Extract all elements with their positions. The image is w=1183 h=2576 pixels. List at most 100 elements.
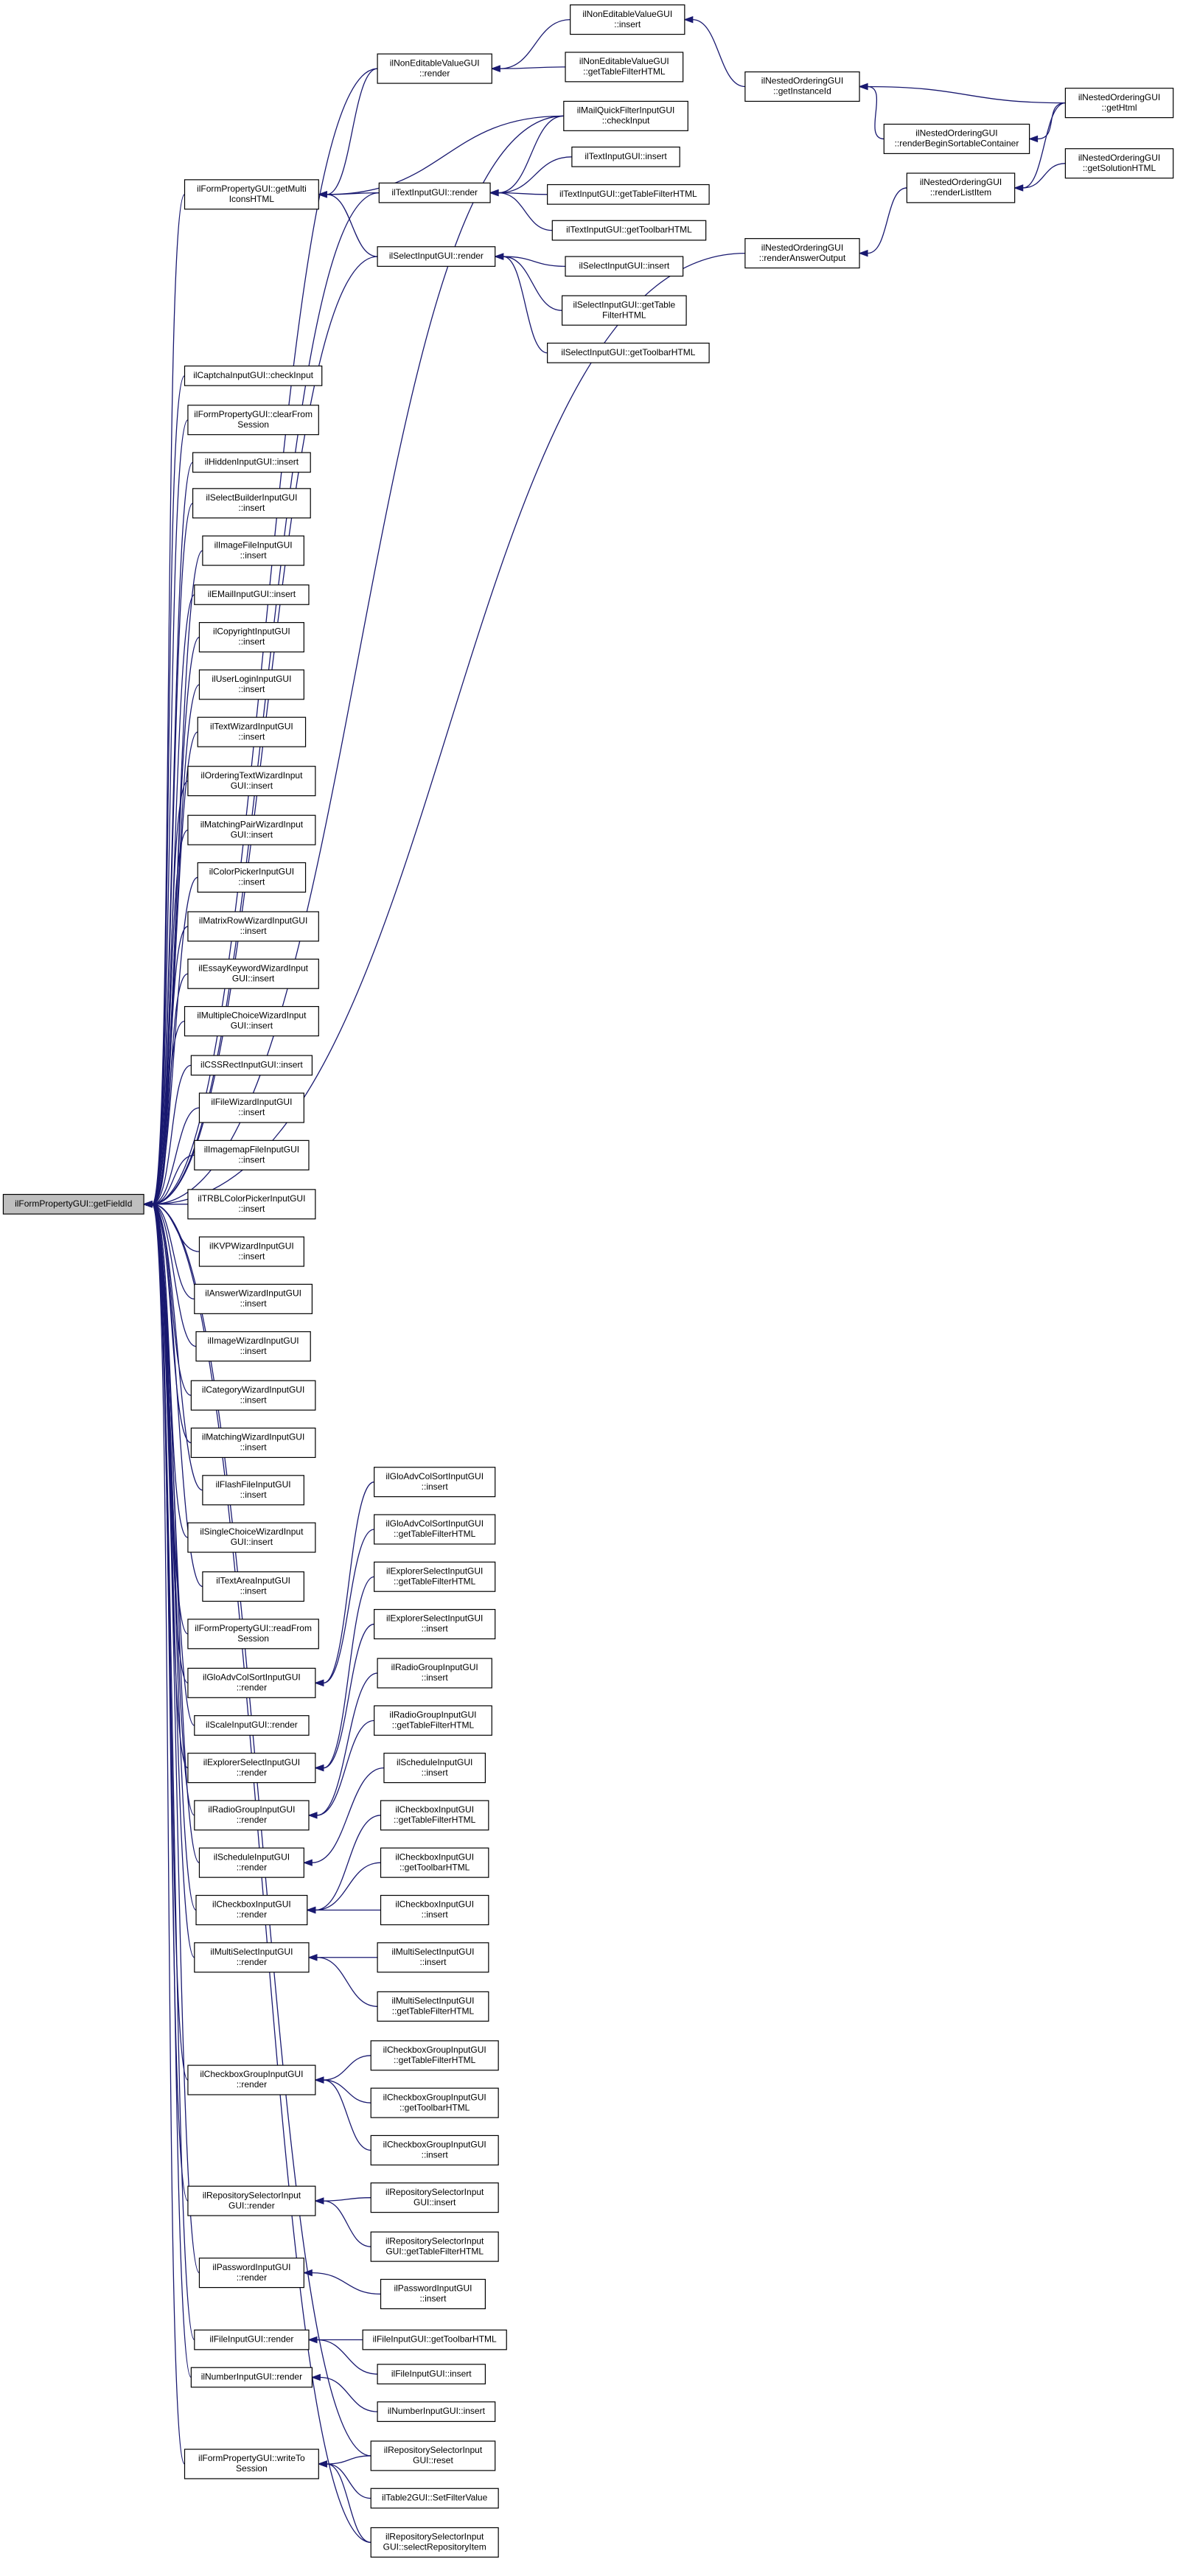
node-label: ilSelectInputGUI::getToolbarHTML <box>561 347 695 357</box>
node-box <box>744 71 860 102</box>
node-label: ::insert <box>238 1107 265 1117</box>
node-box <box>197 862 307 893</box>
arrow-head <box>142 1201 153 1208</box>
edge <box>152 1154 195 1205</box>
node-label: ::insert <box>419 1957 447 1967</box>
node-box <box>370 2527 499 2558</box>
edge <box>151 926 189 1205</box>
node-label: ilCaptchaInputGUI::checkInput <box>193 370 313 380</box>
edge <box>312 1767 384 1863</box>
node-label: ::insert <box>238 1204 265 1214</box>
node-label: ::getTableFilterHTML <box>394 1815 476 1825</box>
edge <box>498 115 564 194</box>
node-label: ::render <box>237 1815 267 1825</box>
node-label: ilTextInputGUI::render <box>391 187 478 198</box>
node-label: ::getTableFilterHTML <box>392 2006 475 2016</box>
edge <box>151 1204 189 1538</box>
edge <box>316 1672 378 1816</box>
node-label: ::render <box>237 2079 267 2090</box>
node-box <box>184 179 319 210</box>
node-box <box>547 342 710 363</box>
node-label: ilFileInputGUI::getToolbarHTML <box>373 2334 497 2345</box>
node-label: ilScheduleInputGUI <box>214 1851 290 1862</box>
node-label: ::insert <box>240 1299 268 1309</box>
node-box <box>198 1092 304 1123</box>
arrow-head <box>317 2460 327 2468</box>
node-label: ilNonEditableValueGUI <box>582 9 672 19</box>
edge <box>692 18 745 88</box>
node-label: ::renderAnswerOutput <box>759 253 846 263</box>
node-label: ilCheckboxGroupInputGUI <box>200 2069 303 2079</box>
node-label: ilImageWizardInputGUI <box>208 1336 299 1346</box>
node-label: GUI::getTableFilterHTML <box>385 2246 484 2256</box>
node-label: GUI::insert <box>231 781 273 791</box>
node-label: ilCopyrightInputGUI <box>213 626 290 637</box>
edge <box>1037 102 1066 140</box>
arrow-head <box>494 253 504 260</box>
node-label: ::insert <box>419 2294 447 2304</box>
node-label: ilCheckboxInputGUI <box>395 1851 474 1862</box>
edge <box>151 1107 200 1205</box>
arrow-head <box>858 83 868 91</box>
node-box <box>194 2329 310 2350</box>
node-label: GUI::insert <box>231 1021 273 1031</box>
node-label: GUI::insert <box>413 2197 456 2207</box>
node-label: ilExplorerSelectInputGUI <box>203 1757 300 1767</box>
node-box <box>190 2367 313 2388</box>
node-box <box>2 1193 144 1215</box>
node-label: ::insert <box>240 1346 268 1356</box>
node-box <box>1064 148 1174 179</box>
node-box <box>192 452 311 473</box>
arrow-head <box>306 1906 316 1914</box>
edge <box>323 2055 371 2081</box>
node-label: ilRadioGroupInputGUI <box>391 1662 478 1672</box>
node-box <box>195 1894 308 1926</box>
arrow-head <box>314 1679 324 1687</box>
node-box <box>374 1561 496 1592</box>
node-label: ilNonEditableValueGUI <box>579 56 669 66</box>
node-box <box>187 405 319 436</box>
arrow-head <box>490 65 500 72</box>
node-label: ilRepositorySelectorInput <box>385 2532 484 2542</box>
node-box <box>198 622 304 653</box>
node-label: ilMatchingWizardInputGUI <box>202 1432 304 1442</box>
edge <box>315 1862 381 1911</box>
node-label: ilPasswordInputGUI <box>394 2283 472 2294</box>
node-box <box>202 1475 304 1506</box>
edge <box>152 115 564 1205</box>
node-label: ::insert <box>422 1672 449 1683</box>
node-label: ilFormPropertyGUI::getMulti <box>197 184 307 194</box>
arrow-head <box>307 1954 318 1961</box>
edge <box>323 1529 374 1684</box>
node-label: ::getInstanceId <box>773 86 831 97</box>
node-label: ::getTableFilterHTML <box>394 2055 476 2065</box>
node-label: GUI::reset <box>413 2455 453 2465</box>
node-label: ilTRBLColorPickerInputGUI <box>198 1193 305 1204</box>
node-box <box>187 911 319 942</box>
node-box <box>187 1189 316 1220</box>
node-label: ilSelectInputGUI::insert <box>579 261 669 271</box>
node-label: ilSingleChoiceWizardInput <box>200 1526 304 1537</box>
node-box <box>370 2040 499 2071</box>
node-label: ilAnswerWizardInputGUI <box>205 1288 301 1299</box>
node-label: ilNestedOrderingGUI <box>920 177 1002 187</box>
nodes: ilFormPropertyGUI::getFieldIdilFormPrope… <box>2 4 1174 2558</box>
node-label: ilUserLoginInputGUI <box>212 674 291 684</box>
node-label: ilNumberInputGUI::insert <box>388 2406 486 2416</box>
edge <box>151 1204 200 1863</box>
node-box <box>198 669 304 700</box>
node-box <box>378 182 491 203</box>
arrow-head <box>489 189 499 197</box>
node-label: ilCheckboxGroupInputGUI <box>383 2092 486 2102</box>
node-label: ilTextInputGUI::getTableFilterHTML <box>559 189 697 199</box>
node-label: ::insert <box>240 1490 268 1500</box>
edge <box>151 1204 189 2081</box>
edge <box>151 1204 195 1958</box>
arrow-head <box>310 2373 321 2381</box>
edge <box>323 2200 371 2247</box>
node-label: ilTextInputGUI::getToolbarHTML <box>566 225 692 235</box>
node-box <box>370 2182 499 2213</box>
node-label: ::getTableFilterHTML <box>583 66 666 77</box>
node-label: ilTextAreaInputGUI <box>216 1576 290 1586</box>
edge <box>316 1957 378 2007</box>
